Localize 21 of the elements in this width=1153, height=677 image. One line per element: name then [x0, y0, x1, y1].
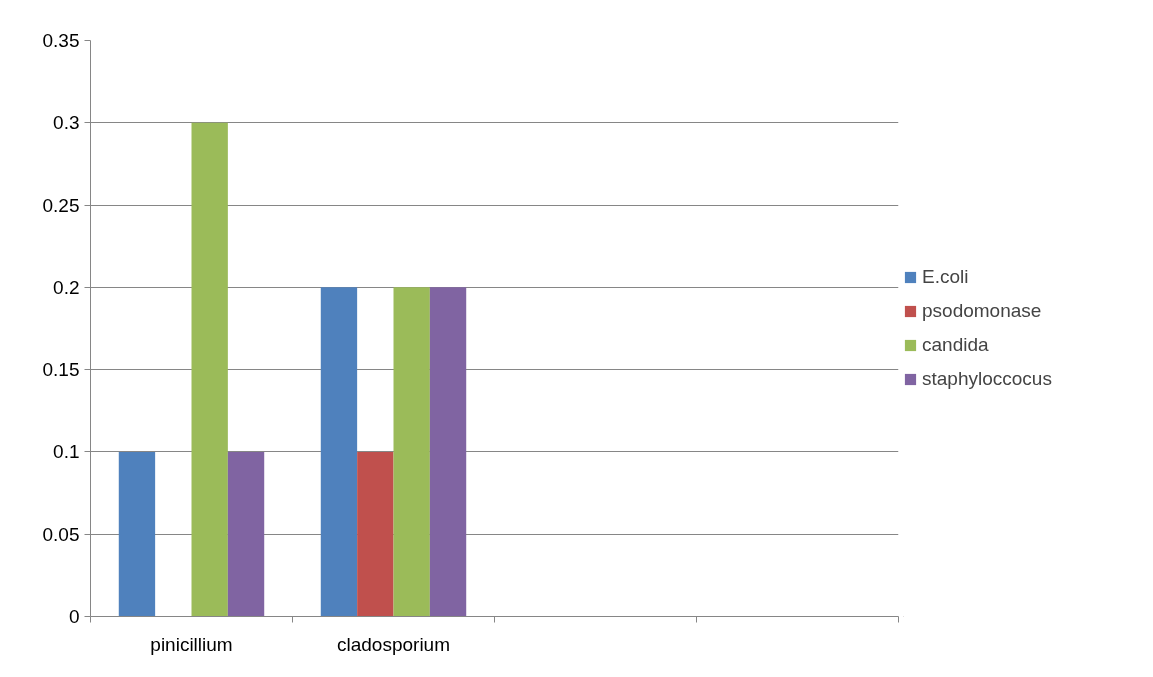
- legend-label: E.coli: [922, 266, 969, 288]
- y-tick-label: 0.35: [42, 30, 80, 51]
- legend-label: staphyloccocus: [922, 368, 1052, 390]
- bar: [393, 287, 430, 617]
- y-tick-label: 0: [68, 606, 80, 627]
- bar: [227, 451, 265, 617]
- bar: [357, 451, 394, 617]
- y-tick-label: 0.2: [53, 276, 80, 298]
- y-tick-label: 0.25: [42, 194, 80, 216]
- bar: [191, 122, 228, 617]
- y-tick-label: 0.1: [53, 441, 80, 463]
- x-tick-label: cladosporium: [337, 633, 450, 655]
- y-tick-label: 0.15: [42, 359, 80, 381]
- legend-label: candida: [922, 334, 989, 356]
- bar: [320, 287, 358, 617]
- y-tick-label: 0.3: [53, 112, 80, 134]
- bar: [429, 287, 467, 617]
- y-tick-label: 0.05: [42, 523, 80, 545]
- bar: [118, 451, 156, 617]
- legend-label: psodomonase: [922, 300, 1042, 322]
- x-tick-label: pinicillium: [150, 633, 233, 655]
